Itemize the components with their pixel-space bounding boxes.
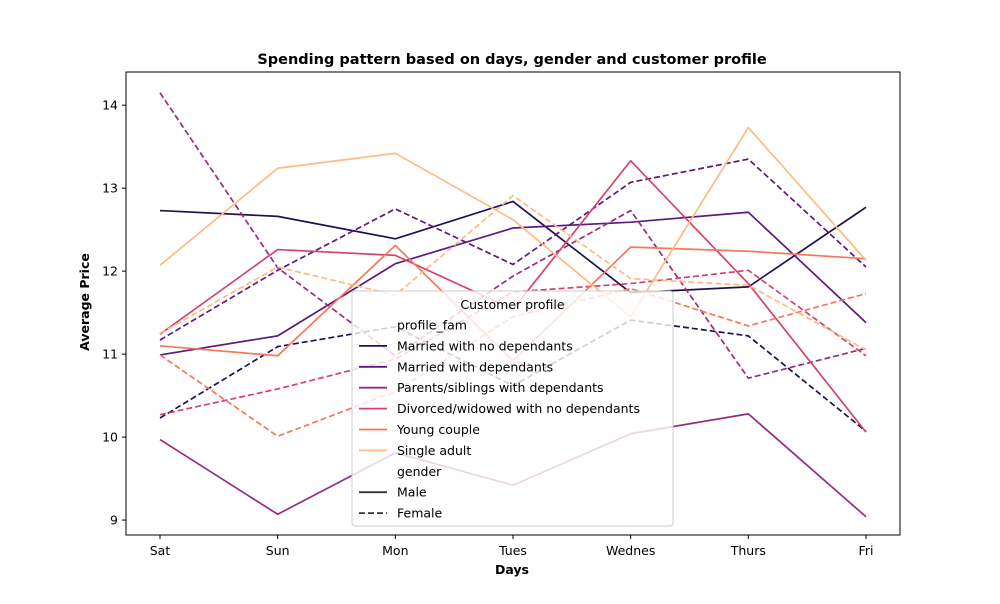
legend-entry-label: Female: [397, 506, 443, 521]
y-tick-label: 11: [102, 347, 118, 362]
series-line-single-adult-male: [159, 126, 867, 318]
series-line-married-with-no-dependants-male: [159, 200, 867, 294]
series-line-married-with-dependants-male: [159, 211, 867, 356]
y-axis-label: Average Price: [77, 253, 92, 351]
legend-box: [351, 290, 674, 527]
legend-entry-label: Married with no dependants: [397, 338, 573, 353]
legend-entry-label: Married with dependants: [397, 359, 553, 374]
x-tick-label: Thurs: [730, 543, 766, 558]
y-tick-label: 14: [102, 98, 118, 113]
x-tick-label: Fri: [859, 543, 874, 558]
y-tick-label: 13: [102, 181, 118, 196]
x-tick-label: Tues: [498, 543, 527, 558]
x-tick-label: Wednes: [606, 543, 655, 558]
chart-title: Spending pattern based on days, gender a…: [257, 52, 766, 68]
legend-entry-label: Single adult: [397, 443, 471, 458]
x-tick-label: Sat: [150, 543, 171, 558]
axes: Sat Sun Mon Tues Wednes Thurs Fri 9 10 11 12 13 14: [102, 71, 901, 558]
y-tick-label: 10: [102, 430, 118, 445]
legend-entry-label: Young couple: [396, 422, 480, 437]
series-line-married-with-dependants-female: [159, 158, 867, 341]
legend-entry-label: Parents/siblings with dependants: [397, 380, 604, 395]
x-axis-label: Days: [495, 562, 529, 577]
x-tick-label: Mon: [382, 543, 408, 558]
legend-section-header: gender: [397, 464, 442, 479]
legend-entry-label: Male: [397, 485, 427, 500]
series-line-single-adult-female: [159, 194, 867, 351]
x-tick-label: Sun: [266, 543, 290, 558]
series-line-divorced-widowed-with-no-dependants-female: [159, 269, 867, 416]
legend-entry-label: Divorced/widowed with no dependants: [397, 401, 640, 416]
legend-title: Customer profile: [460, 297, 564, 312]
legend: Customer profile profile_fam Married with …: [351, 290, 674, 527]
y-tick-label: 12: [102, 264, 118, 279]
y-tick-label: 9: [110, 513, 118, 528]
legend-section-header: profile_fam: [397, 318, 467, 333]
